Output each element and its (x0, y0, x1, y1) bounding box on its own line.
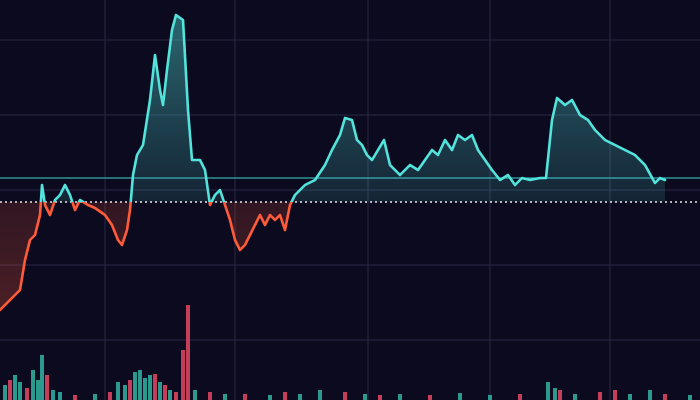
volume-bar (181, 350, 185, 400)
volume-bar (518, 394, 522, 400)
volume-bar (318, 390, 322, 400)
volume-bar (398, 394, 402, 400)
volume-bar (13, 375, 17, 400)
volume-bar (243, 394, 247, 400)
price-line (0, 13, 667, 312)
volume-bar (378, 395, 382, 400)
volume-bar (18, 382, 22, 400)
volume-bar (51, 390, 55, 400)
volume-bar (558, 390, 562, 400)
volume-bar (298, 394, 302, 400)
volume-bar (138, 370, 142, 400)
volume-bar (45, 375, 49, 400)
volume-bar (153, 374, 157, 400)
volume-bar (553, 388, 557, 400)
volume-bar (688, 395, 692, 400)
volume-bar (343, 392, 347, 400)
volume-bar (363, 394, 367, 400)
volume-bar (648, 390, 652, 400)
volume-bar (108, 392, 112, 400)
volume-bar (36, 380, 40, 400)
volume-bar (143, 378, 147, 400)
volume-bar (40, 355, 44, 400)
volume-bar (174, 392, 178, 400)
volume-bar (158, 382, 162, 400)
volume-bar (25, 388, 29, 400)
volume-bar (598, 392, 602, 400)
volume-bar (128, 380, 132, 400)
volume-bar (93, 394, 97, 400)
volume-bar (133, 372, 137, 400)
volume-bar (573, 394, 577, 400)
volume-bar (458, 393, 462, 400)
volume-bar (223, 394, 227, 400)
volume-bar (428, 395, 432, 400)
volume-bar (546, 382, 550, 400)
volume-bar (163, 385, 167, 400)
volume-bar (268, 395, 272, 400)
volume-bar (31, 370, 35, 400)
volume-bar (283, 392, 287, 400)
volume-bar (73, 395, 77, 400)
volume-bar (186, 305, 190, 400)
volume-bar (123, 385, 127, 400)
volume-bar (628, 394, 632, 400)
volume-bar (148, 375, 152, 400)
volume-bar (116, 382, 120, 400)
volume-bar (168, 390, 172, 400)
volume-bar (613, 390, 617, 400)
volume-bar (3, 385, 7, 400)
volume-bar (488, 395, 492, 400)
volume-bar (8, 380, 12, 400)
area (0, 15, 665, 310)
volume-bar (193, 390, 197, 400)
volume-bar (208, 392, 212, 400)
volume-bar (663, 394, 667, 400)
volume-bar (58, 392, 62, 400)
